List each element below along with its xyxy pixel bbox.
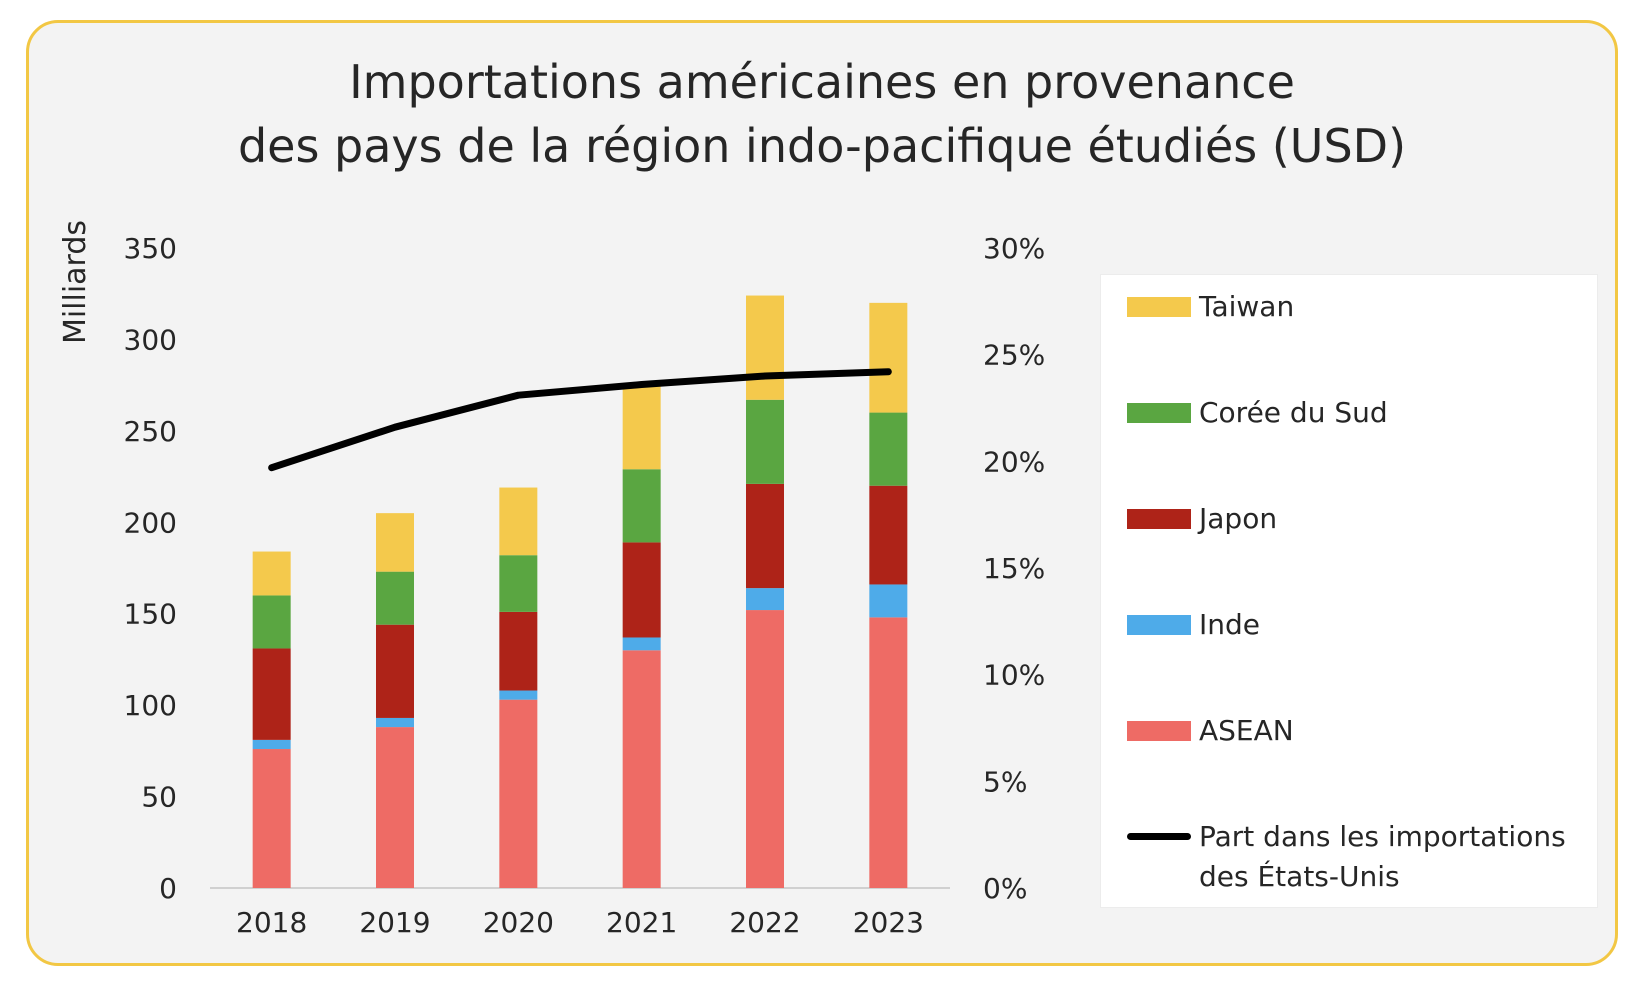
legend-label-taiwan: Taiwan	[1199, 290, 1295, 323]
legend-line-swatch	[1127, 833, 1191, 840]
y2-tick-label-20pct: 20%	[983, 445, 1045, 478]
y2-tick-label-0pct: 0%	[983, 872, 1027, 905]
legend-label-share-line-2: des États-Unis	[1199, 860, 1400, 893]
y-tick-label-350: 350	[124, 232, 177, 265]
bar-japon-2019	[376, 624, 414, 718]
y-tick-label-50: 50	[141, 781, 177, 814]
y2-tick-label-10pct: 10%	[983, 659, 1045, 692]
bar-coree-du-sud-2020	[499, 555, 538, 612]
y-tick-label-300: 300	[124, 323, 177, 356]
bar-taiwan-2020	[499, 487, 538, 556]
bar-coree-du-sud-2021	[622, 469, 661, 543]
legend-swatch-coree-du-sud	[1127, 403, 1191, 423]
legend-swatch-inde	[1127, 615, 1191, 635]
bar-japon-2023	[869, 485, 908, 585]
bar-coree-du-sud-2023	[869, 412, 908, 486]
legend-label-asean: ASEAN	[1199, 714, 1294, 747]
legend-label-share: Part dans les importations des États-Uni…	[1199, 817, 1566, 897]
y2-tick-label-30pct: 30%	[983, 232, 1045, 265]
legend-label-share-line-1: Part dans les importations	[1199, 820, 1566, 853]
x-tick-label-2020: 2020	[483, 906, 554, 939]
legend-item-inde: Inde	[1127, 605, 1260, 645]
x-tick-label-2018: 2018	[236, 906, 307, 939]
bar-asean-2019	[376, 727, 414, 888]
bar-japon-2021	[622, 542, 661, 638]
bar-asean-2022	[746, 610, 784, 888]
chart-title-line-2: des pays de la région indo-pacifique étu…	[237, 119, 1407, 173]
share-line	[268, 368, 892, 472]
bar-taiwan-2018	[252, 551, 291, 596]
bar-taiwan-2022	[746, 295, 784, 400]
legend-swatch-asean	[1127, 721, 1191, 741]
bar-japon-2020	[499, 611, 538, 691]
bar-inde-2022	[746, 588, 784, 611]
legend-label-inde: Inde	[1199, 608, 1261, 641]
bar-coree-du-sud-2018	[252, 595, 291, 649]
legend-swatch-japon	[1127, 509, 1191, 529]
x-tick-label-2023: 2023	[853, 906, 924, 939]
chart-title: Importations américaines en provenance d…	[0, 50, 1644, 178]
bar-inde-2019	[376, 717, 414, 728]
legend-item-share-line: Part dans les importations des États-Uni…	[1127, 817, 1566, 897]
x-tick-label-2022: 2022	[729, 906, 800, 939]
y-tick-label-100: 100	[124, 689, 177, 722]
chart-title-line-1: Importations américaines en provenance	[349, 55, 1295, 109]
y2-tick-label-5pct: 5%	[983, 765, 1027, 798]
bar-asean-2021	[622, 650, 661, 888]
bar-inde-2021	[622, 637, 661, 651]
bar-taiwan-2021	[622, 385, 661, 470]
bar-japon-2022	[746, 483, 784, 589]
y-tick-label-0: 0	[159, 872, 177, 905]
legend: Taiwan Corée du Sud Japon Inde ASEAN Par…	[1100, 274, 1598, 908]
legend-item-asean: ASEAN	[1127, 711, 1294, 751]
y-tick-label-250: 250	[124, 415, 177, 448]
y2-tick-label-15pct: 15%	[983, 552, 1045, 585]
legend-item-coree-du-sud: Corée du Sud	[1127, 393, 1388, 433]
y-tick-label-200: 200	[124, 506, 177, 539]
bar-taiwan-2023	[869, 302, 908, 413]
x-tick-label-2021: 2021	[606, 906, 677, 939]
bar-taiwan-2019	[376, 513, 414, 572]
bar-inde-2018	[252, 739, 291, 750]
bar-coree-du-sud-2019	[376, 571, 414, 625]
bar-asean-2018	[252, 749, 291, 888]
bar-asean-2020	[499, 699, 538, 888]
legend-item-japon: Japon	[1127, 499, 1277, 539]
legend-label-coree-du-sud: Corée du Sud	[1199, 396, 1388, 429]
bar-inde-2020	[499, 690, 538, 700]
y-axis-title: Milliards	[58, 220, 93, 344]
legend-swatch-taiwan	[1127, 297, 1191, 317]
bar-japon-2018	[252, 648, 291, 740]
y-tick-label-150: 150	[124, 598, 177, 631]
legend-label-japon: Japon	[1199, 502, 1278, 535]
legend-item-taiwan: Taiwan	[1127, 287, 1294, 327]
bar-coree-du-sud-2022	[746, 399, 784, 484]
bar-inde-2023	[869, 584, 908, 618]
y2-tick-label-25pct: 25%	[983, 339, 1045, 372]
bar-asean-2023	[869, 617, 908, 888]
x-tick-label-2019: 2019	[359, 906, 430, 939]
